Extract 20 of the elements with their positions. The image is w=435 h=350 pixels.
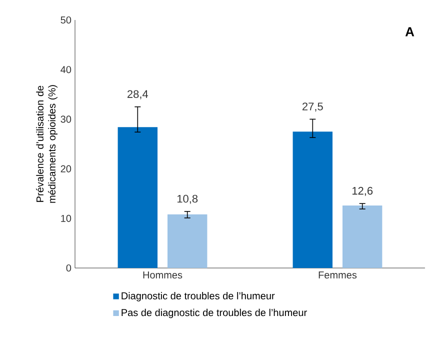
y-tick-label: 10 — [61, 214, 72, 222]
y-axis-title: Prévalence d’utilisation de médicaments opioides (%) — [36, 85, 58, 203]
y-tick-label: 30 — [60, 116, 72, 123]
data-label: 12,6 — [352, 186, 373, 196]
x-tick-label: Femmes — [318, 272, 357, 279]
x-tick-label: Hommes — [143, 272, 182, 279]
y-tick-label: 20 — [60, 165, 72, 172]
y-tick-label: 0 — [66, 264, 72, 272]
data-label: 28,4 — [127, 90, 148, 100]
y-tick-label: 50 — [60, 16, 72, 24]
bar — [292, 132, 333, 268]
bar — [167, 214, 208, 268]
data-label: 10,8 — [177, 194, 198, 204]
y-tick-label: 40 — [60, 66, 72, 74]
legend-label: Diagnostic de troubles de l’humeur — [122, 292, 275, 302]
annotation: A — [405, 27, 414, 36]
bar — [118, 127, 158, 268]
legend-label: Pas de diagnostic de troubles de l’humeur — [122, 308, 307, 318]
bar — [342, 206, 382, 268]
data-label: 27,5 — [302, 102, 323, 112]
